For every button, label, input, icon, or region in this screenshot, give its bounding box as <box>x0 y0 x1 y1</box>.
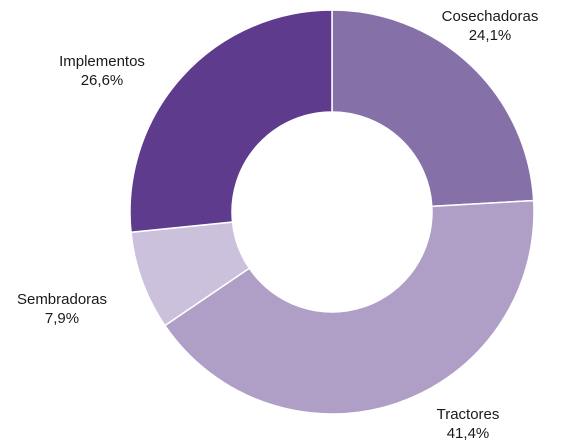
label-implementos-value: 26,6% <box>80 72 124 89</box>
slice-tractores <box>163 199 535 415</box>
label-cosechadoras-name: Cosechadoras <box>441 8 539 25</box>
label-implementos-name: Implementos <box>59 53 145 70</box>
label-sembradoras: Sembradoras 7,9% <box>6 290 118 328</box>
label-implementos: Implementos 26,6% <box>46 52 158 90</box>
label-tractores-name: Tractores <box>436 406 500 423</box>
label-tractores-value: 41,4% <box>446 425 490 442</box>
label-cosechadoras-value: 24,1% <box>468 27 512 44</box>
slice-implementos <box>129 9 333 234</box>
label-sembradoras-value: 7,9% <box>44 310 80 327</box>
label-tractores: Tractores 41,4% <box>416 405 520 443</box>
label-cosechadoras: Cosechadoras 24,1% <box>434 7 546 45</box>
slice-cosechadoras <box>331 9 535 208</box>
label-sembradoras-name: Sembradoras <box>16 291 108 308</box>
